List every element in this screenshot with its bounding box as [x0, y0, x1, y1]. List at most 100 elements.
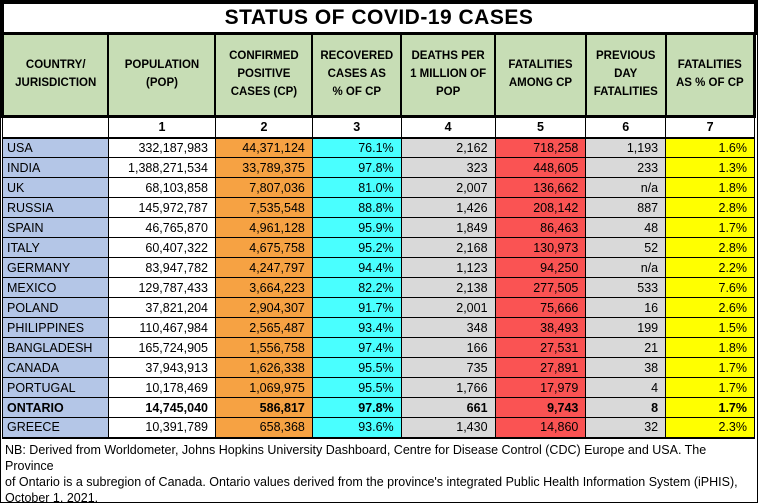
- country-cell: ITALY: [2, 237, 109, 258]
- table-row: UK 68,103,858 7,807,036 81.0% 2,007 136,662 n/…: [2, 177, 755, 198]
- column-number-3: 3: [311, 116, 402, 139]
- column-number-4: 4: [400, 116, 496, 139]
- fatalities-cell: 448,605: [494, 157, 587, 178]
- recovered-pct-cell: 97.4%: [311, 337, 402, 358]
- fatalities-pct-cell: 2.6%: [665, 297, 755, 318]
- population-cell: 37,943,913: [107, 357, 216, 378]
- country-cell: RUSSIA: [2, 197, 109, 218]
- fatalities-cell: 136,662: [494, 177, 587, 198]
- table-row: RUSSIA 145,972,787 7,535,548 88.8% 1,426 208,…: [2, 197, 755, 218]
- confirmed-cell: 7,807,036: [214, 177, 313, 198]
- recovered-pct-cell: 95.5%: [311, 377, 402, 398]
- deaths-per-million-cell: 166: [400, 337, 496, 358]
- deaths-per-million-cell: 1,766: [400, 377, 496, 398]
- prev-day-fatalities-cell: 38: [585, 357, 667, 378]
- fatalities-cell: 277,505: [494, 277, 587, 298]
- fatalities-cell: 17,979: [494, 377, 587, 398]
- country-cell: PHILIPPINES: [2, 317, 109, 338]
- fatalities-cell: 38,493: [494, 317, 587, 338]
- country-cell: SPAIN: [2, 217, 109, 238]
- fatalities-cell: 27,891: [494, 357, 587, 378]
- table-row: ITALY 60,407,322 4,675,758 95.2% 2,168 130,97…: [2, 237, 755, 258]
- confirmed-cell: 2,904,307: [214, 297, 313, 318]
- recovered-pct-cell: 93.6%: [311, 417, 402, 439]
- deaths-per-million-cell: 2,138: [400, 277, 496, 298]
- fatalities-pct-cell: 1.3%: [665, 157, 755, 178]
- confirmed-cell: 1,069,975: [214, 377, 313, 398]
- table-row: BANGLADESH 165,724,905 1,556,758 97.4% 166 27…: [2, 337, 755, 358]
- recovered-pct-cell: 97.8%: [311, 157, 402, 178]
- recovered-pct-cell: 82.2%: [311, 277, 402, 298]
- fatalities-pct-cell: 2.3%: [665, 417, 755, 439]
- recovered-pct-cell: 94.4%: [311, 257, 402, 278]
- column-number-row: 1 2 3 4 5 6 7: [2, 116, 755, 139]
- confirmed-cell: 586,817: [214, 397, 313, 418]
- country-cell: CANADA: [2, 357, 109, 378]
- fatalities-cell: 75,666: [494, 297, 587, 318]
- source-note: NB: Derived from Worldometer, Johns Hopk…: [1, 438, 757, 502]
- confirmed-cell: 4,247,797: [214, 257, 313, 278]
- table-row: ONTARIO 14,745,040 586,817 97.8% 661 9,743 8 1.…: [2, 397, 755, 418]
- column-header-country: COUNTRY/ JURISDICTION: [1, 34, 110, 118]
- population-cell: 37,821,204: [107, 297, 216, 318]
- population-cell: 1,388,271,534: [107, 157, 216, 178]
- column-number-blank: [2, 116, 109, 139]
- column-number-5: 5: [494, 116, 587, 139]
- population-cell: 10,178,469: [107, 377, 216, 398]
- fatalities-cell: 718,258: [494, 137, 587, 158]
- deaths-per-million-cell: 348: [400, 317, 496, 338]
- prev-day-fatalities-cell: n/a: [585, 257, 667, 278]
- confirmed-cell: 4,675,758: [214, 237, 313, 258]
- population-cell: 165,724,905: [107, 337, 216, 358]
- deaths-per-million-cell: 323: [400, 157, 496, 178]
- confirmed-cell: 2,565,487: [214, 317, 313, 338]
- table-row: PORTUGAL 10,178,469 1,069,975 95.5% 1,766 17,…: [2, 377, 755, 398]
- confirmed-cell: 4,961,128: [214, 217, 313, 238]
- population-cell: 10,391,789: [107, 417, 216, 439]
- country-cell: GERMANY: [2, 257, 109, 278]
- country-cell: UK: [2, 177, 109, 198]
- deaths-per-million-cell: 1,849: [400, 217, 496, 238]
- prev-day-fatalities-cell: 16: [585, 297, 667, 318]
- confirmed-cell: 1,626,338: [214, 357, 313, 378]
- fatalities-pct-cell: 2.2%: [665, 257, 755, 278]
- fatalities-cell: 27,531: [494, 337, 587, 358]
- prev-day-fatalities-cell: n/a: [585, 177, 667, 198]
- recovered-pct-cell: 97.8%: [311, 397, 402, 418]
- population-cell: 60,407,322: [107, 237, 216, 258]
- population-cell: 14,745,040: [107, 397, 216, 418]
- fatalities-pct-cell: 1.7%: [665, 217, 755, 238]
- fatalities-pct-cell: 1.5%: [665, 317, 755, 338]
- prev-day-fatalities-cell: 887: [585, 197, 667, 218]
- table-row: USA 332,187,983 44,371,124 76.1% 2,162 718,25…: [2, 137, 755, 158]
- fatalities-cell: 14,860: [494, 417, 587, 439]
- deaths-per-million-cell: 1,426: [400, 197, 496, 218]
- deaths-per-million-cell: 1,123: [400, 257, 496, 278]
- prev-day-fatalities-cell: 4: [585, 377, 667, 398]
- confirmed-cell: 1,556,758: [214, 337, 313, 358]
- country-cell: INDIA: [2, 157, 109, 178]
- column-header-fatalities-pct: FATALITIES AS % OF CP: [664, 34, 756, 118]
- fatalities-pct-cell: 1.8%: [665, 177, 755, 198]
- fatalities-pct-cell: 7.6%: [665, 277, 755, 298]
- fatalities-pct-cell: 1.7%: [665, 397, 755, 418]
- fatalities-cell: 130,973: [494, 237, 587, 258]
- confirmed-cell: 3,664,223: [214, 277, 313, 298]
- confirmed-cell: 658,368: [214, 417, 313, 439]
- page-title: STATUS OF COVID-19 CASES: [1, 1, 757, 35]
- deaths-per-million-cell: 1,430: [400, 417, 496, 439]
- covid-cases-table: COUNTRY/ JURISDICTION POPULATION (POP) C…: [1, 34, 756, 439]
- prev-day-fatalities-cell: 21: [585, 337, 667, 358]
- deaths-per-million-cell: 2,001: [400, 297, 496, 318]
- population-cell: 83,947,782: [107, 257, 216, 278]
- table-row: CANADA 37,943,913 1,626,338 95.5% 735 27,891 3…: [2, 357, 755, 378]
- column-number-1: 1: [107, 116, 216, 139]
- table-header-row: COUNTRY/ JURISDICTION POPULATION (POP) C…: [1, 34, 756, 118]
- country-cell: USA: [2, 137, 109, 158]
- column-header-recovered-pct: RECOVERED CASES AS % OF CP: [311, 34, 403, 118]
- country-cell: BANGLADESH: [2, 337, 109, 358]
- column-number-2: 2: [214, 116, 313, 139]
- recovered-pct-cell: 95.5%: [311, 357, 402, 378]
- confirmed-cell: 44,371,124: [214, 137, 313, 158]
